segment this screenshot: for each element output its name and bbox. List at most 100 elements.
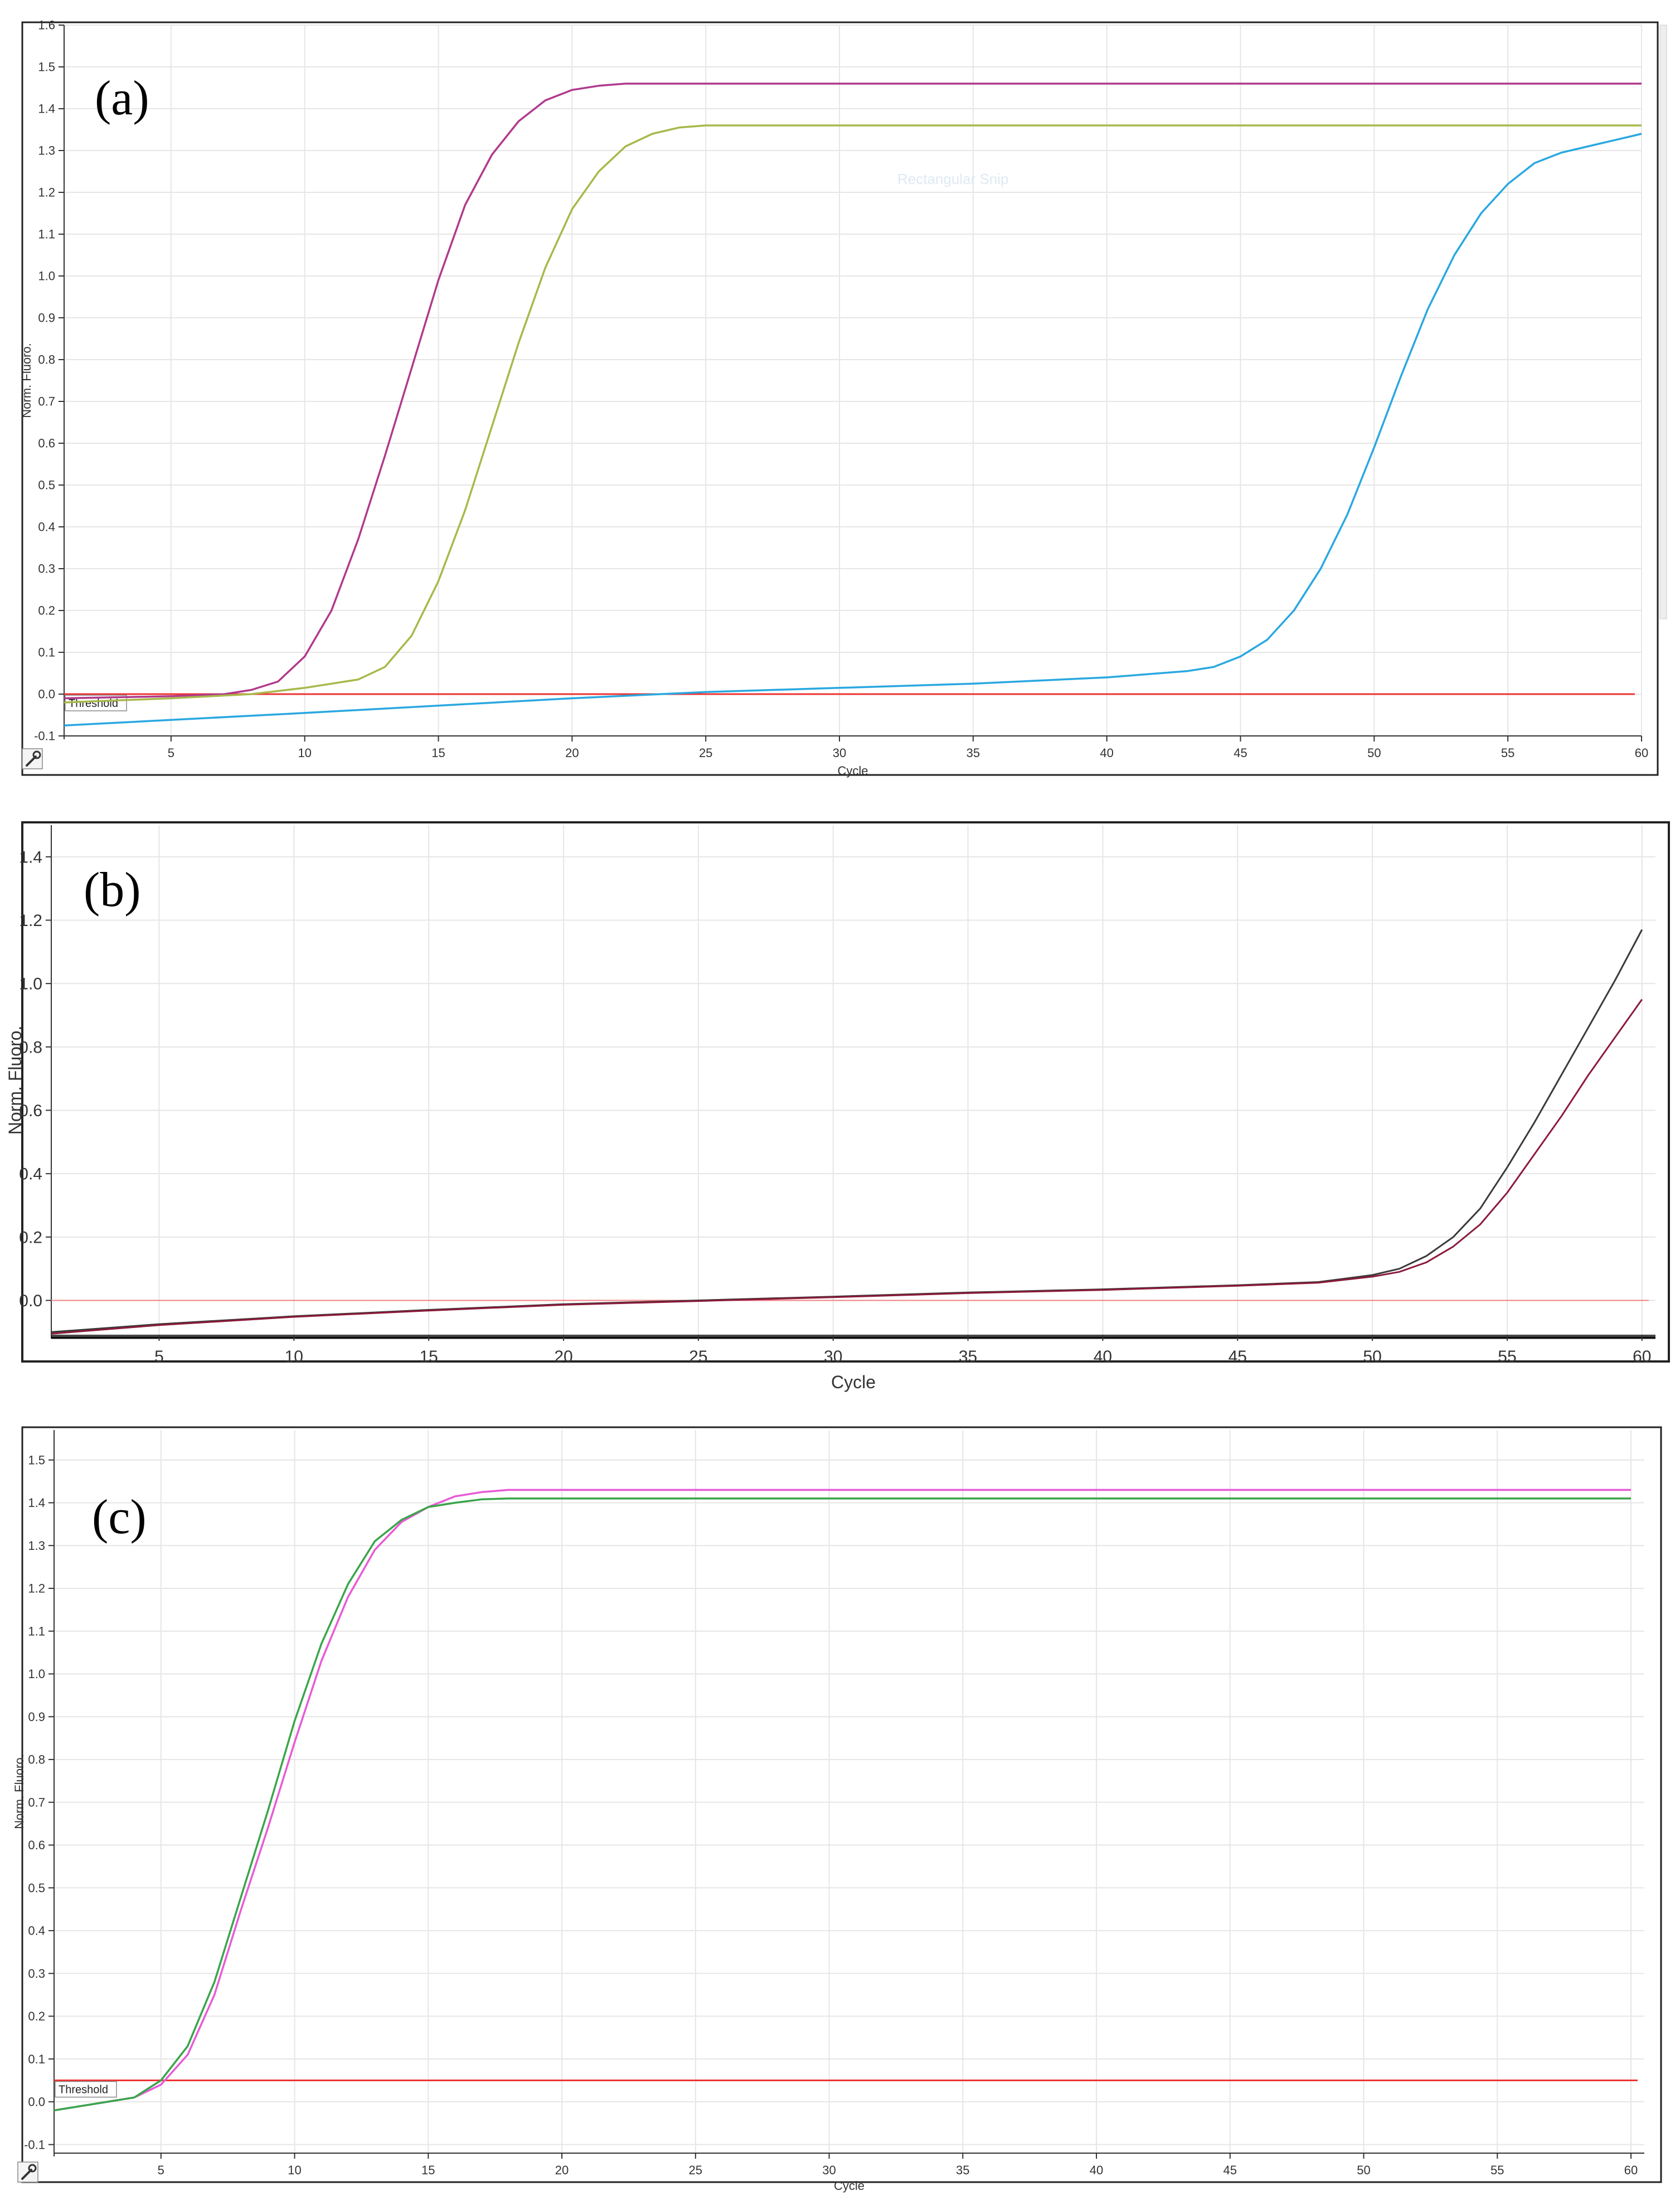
y-tick-label: 0.9 [38,311,55,325]
series-line-2[interactable] [54,1497,1631,2112]
threshold-label: Threshold [69,697,118,710]
x-tick-label: 10 [285,1348,303,1366]
y-tick-label: 0.2 [38,604,55,618]
y-tick-label: 1.3 [28,1539,45,1553]
y-tick-label: 0.4 [28,1924,45,1938]
x-tick-label: 15 [419,1348,438,1366]
y-axis-label: Norm. Fluoro. [5,1026,25,1135]
y-tick-label: 0.7 [38,395,55,409]
y-tick-label: 0.3 [38,562,55,576]
y-tick-label: 0.5 [38,478,55,492]
y-tick-label: 1.1 [38,227,55,241]
y-tick-label: 0.7 [28,1795,45,1809]
scrollbar[interactable] [1659,25,1667,619]
y-tick-label: 0.0 [28,2095,45,2109]
x-tick-label: 20 [555,2163,569,2177]
x-tick-label: 30 [824,1348,842,1366]
series-line-2[interactable] [51,999,1643,1335]
y-tick-label: 1.0 [28,1667,45,1681]
y-tick-label: 0.3 [28,1966,45,1980]
series-line-1[interactable] [54,1489,1631,2112]
y-tick-label: 1.4 [19,848,42,866]
y-tick-label: 1.0 [38,269,55,283]
panel-label: (c) [92,1490,147,1544]
y-tick-label: 0.1 [28,2052,45,2066]
y-tick-label: 0.8 [19,1038,42,1056]
x-tick-label: 30 [822,2163,836,2177]
x-tick-label: 15 [421,2163,435,2177]
x-tick-label: 50 [1357,2163,1370,2177]
x-tick-label: 40 [1094,1348,1112,1366]
panel-label: (b) [84,863,141,917]
x-tick-label: 35 [956,2163,969,2177]
y-tick-label: 0.0 [19,1292,42,1310]
y-tick-label: 1.2 [38,186,55,200]
x-tick-label: 25 [689,2163,702,2177]
x-tick-label: 25 [689,1348,707,1366]
y-tick-label: -0.1 [34,729,55,743]
y-tick-label: 0.6 [19,1102,42,1120]
y-tick-label: 1.5 [28,1453,45,1467]
x-tick-label: 45 [1234,746,1247,760]
chart-panel-c: 5 10 15 20 25 30 35 40 45 50 55 60 -0.1 0.0 0.1 0.2 0.3 0… [12,1426,1662,2193]
y-tick-label: 1.2 [19,912,42,930]
wrench-icon[interactable] [17,2161,38,2183]
y-tick-label: 0.5 [28,1881,45,1895]
y-axis-label: Norm. Fluoro. [20,343,33,418]
y-tick-label: 0.8 [38,353,55,367]
series-line-2[interactable] [64,124,1642,704]
threshold-label: Threshold [59,2084,108,2096]
x-tick-label: 5 [158,2163,164,2177]
y-tick-label: 0.6 [38,437,55,450]
x-tick-label: 40 [1100,746,1113,760]
y-tick-label: 1.4 [38,102,55,116]
x-tick-label: 45 [1223,2163,1237,2177]
y-tick-label: 0.2 [19,1228,42,1247]
x-axis-label: Cycle [831,1372,876,1392]
x-tick-label: 15 [431,746,445,760]
y-tick-label: 0.1 [38,646,55,660]
x-tick-label: 35 [967,746,980,760]
y-tick-label: 0.2 [28,2009,45,2023]
y-tick-label: 0.0 [38,687,55,701]
y-tick-label: 1.6 [38,18,55,32]
x-tick-label: 10 [298,746,311,760]
y-tick-label: 0.9 [28,1710,45,1724]
chart-frame [21,821,1670,1363]
x-tick-label: 20 [554,1348,572,1366]
y-tick-label: 1.1 [28,1624,45,1638]
x-tick-label: 60 [1633,1348,1651,1366]
chart-frame [21,1426,1662,2183]
x-tick-label: 50 [1367,746,1381,760]
x-tick-label: 5 [154,1348,164,1366]
wrench-icon[interactable] [22,748,43,769]
chart-panel-b: 5 10 15 20 25 30 35 40 45 50 55 60 0.0 0.2 0.4 0.6 0.8 1.… [5,821,1670,1392]
x-tick-label: 55 [1490,2163,1504,2177]
x-axis-label: Cycle [834,2179,865,2193]
y-tick-label: -0.1 [24,2138,45,2151]
y-tick-label: 0.6 [28,1838,45,1852]
x-tick-label: 35 [959,1348,977,1366]
x-tick-label: 10 [288,2163,301,2177]
x-tick-label: 50 [1363,1348,1381,1366]
threshold-label-box [55,2081,117,2098]
x-tick-label: 60 [1635,746,1648,760]
x-tick-label: 40 [1090,2163,1103,2177]
series-line-3[interactable] [64,133,1642,727]
x-tick-label: 60 [1624,2163,1638,2177]
x-tick-label: 30 [833,746,846,760]
x-tick-label: 5 [168,746,174,760]
y-tick-label: 0.8 [28,1753,45,1767]
annotation-text: Rectangular Snip [897,171,1008,187]
x-axis-label: Cycle [837,764,868,778]
y-tick-label: 0.4 [19,1165,42,1184]
y-tick-label: 1.5 [38,60,55,74]
y-tick-label: 1.4 [28,1496,45,1510]
chart-panel-a: 5 10 15 20 25 30 35 40 45 50 55 60 -0.1 0.0 0.1 0.2 0.3 0… [20,18,1667,778]
x-tick-label: 20 [565,746,579,760]
series-line-1[interactable] [64,83,1642,700]
x-tick-label: 25 [699,746,712,760]
y-axis-label: Norm. Fluoro. [12,1754,26,1829]
x-tick-label: 55 [1501,746,1514,760]
